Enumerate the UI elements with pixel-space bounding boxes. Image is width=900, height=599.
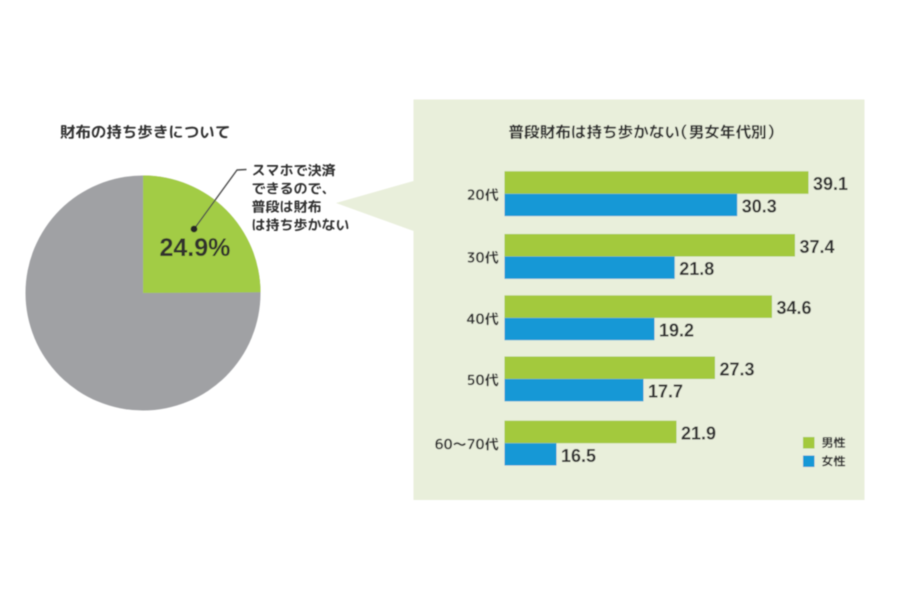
svg-text:21.8: 21.8 bbox=[679, 259, 714, 279]
svg-text:17.7: 17.7 bbox=[648, 382, 683, 402]
svg-text:27.3: 27.3 bbox=[720, 359, 755, 379]
svg-text:37.4: 37.4 bbox=[800, 237, 835, 257]
svg-text:21.9: 21.9 bbox=[681, 424, 716, 444]
svg-text:30.3: 30.3 bbox=[742, 197, 777, 217]
svg-text:24.9%: 24.9% bbox=[160, 234, 231, 262]
svg-text:39.1: 39.1 bbox=[813, 174, 848, 194]
svg-text:19.2: 19.2 bbox=[659, 321, 694, 341]
svg-text:34.6: 34.6 bbox=[777, 298, 812, 318]
svg-text:16.5: 16.5 bbox=[561, 446, 596, 466]
